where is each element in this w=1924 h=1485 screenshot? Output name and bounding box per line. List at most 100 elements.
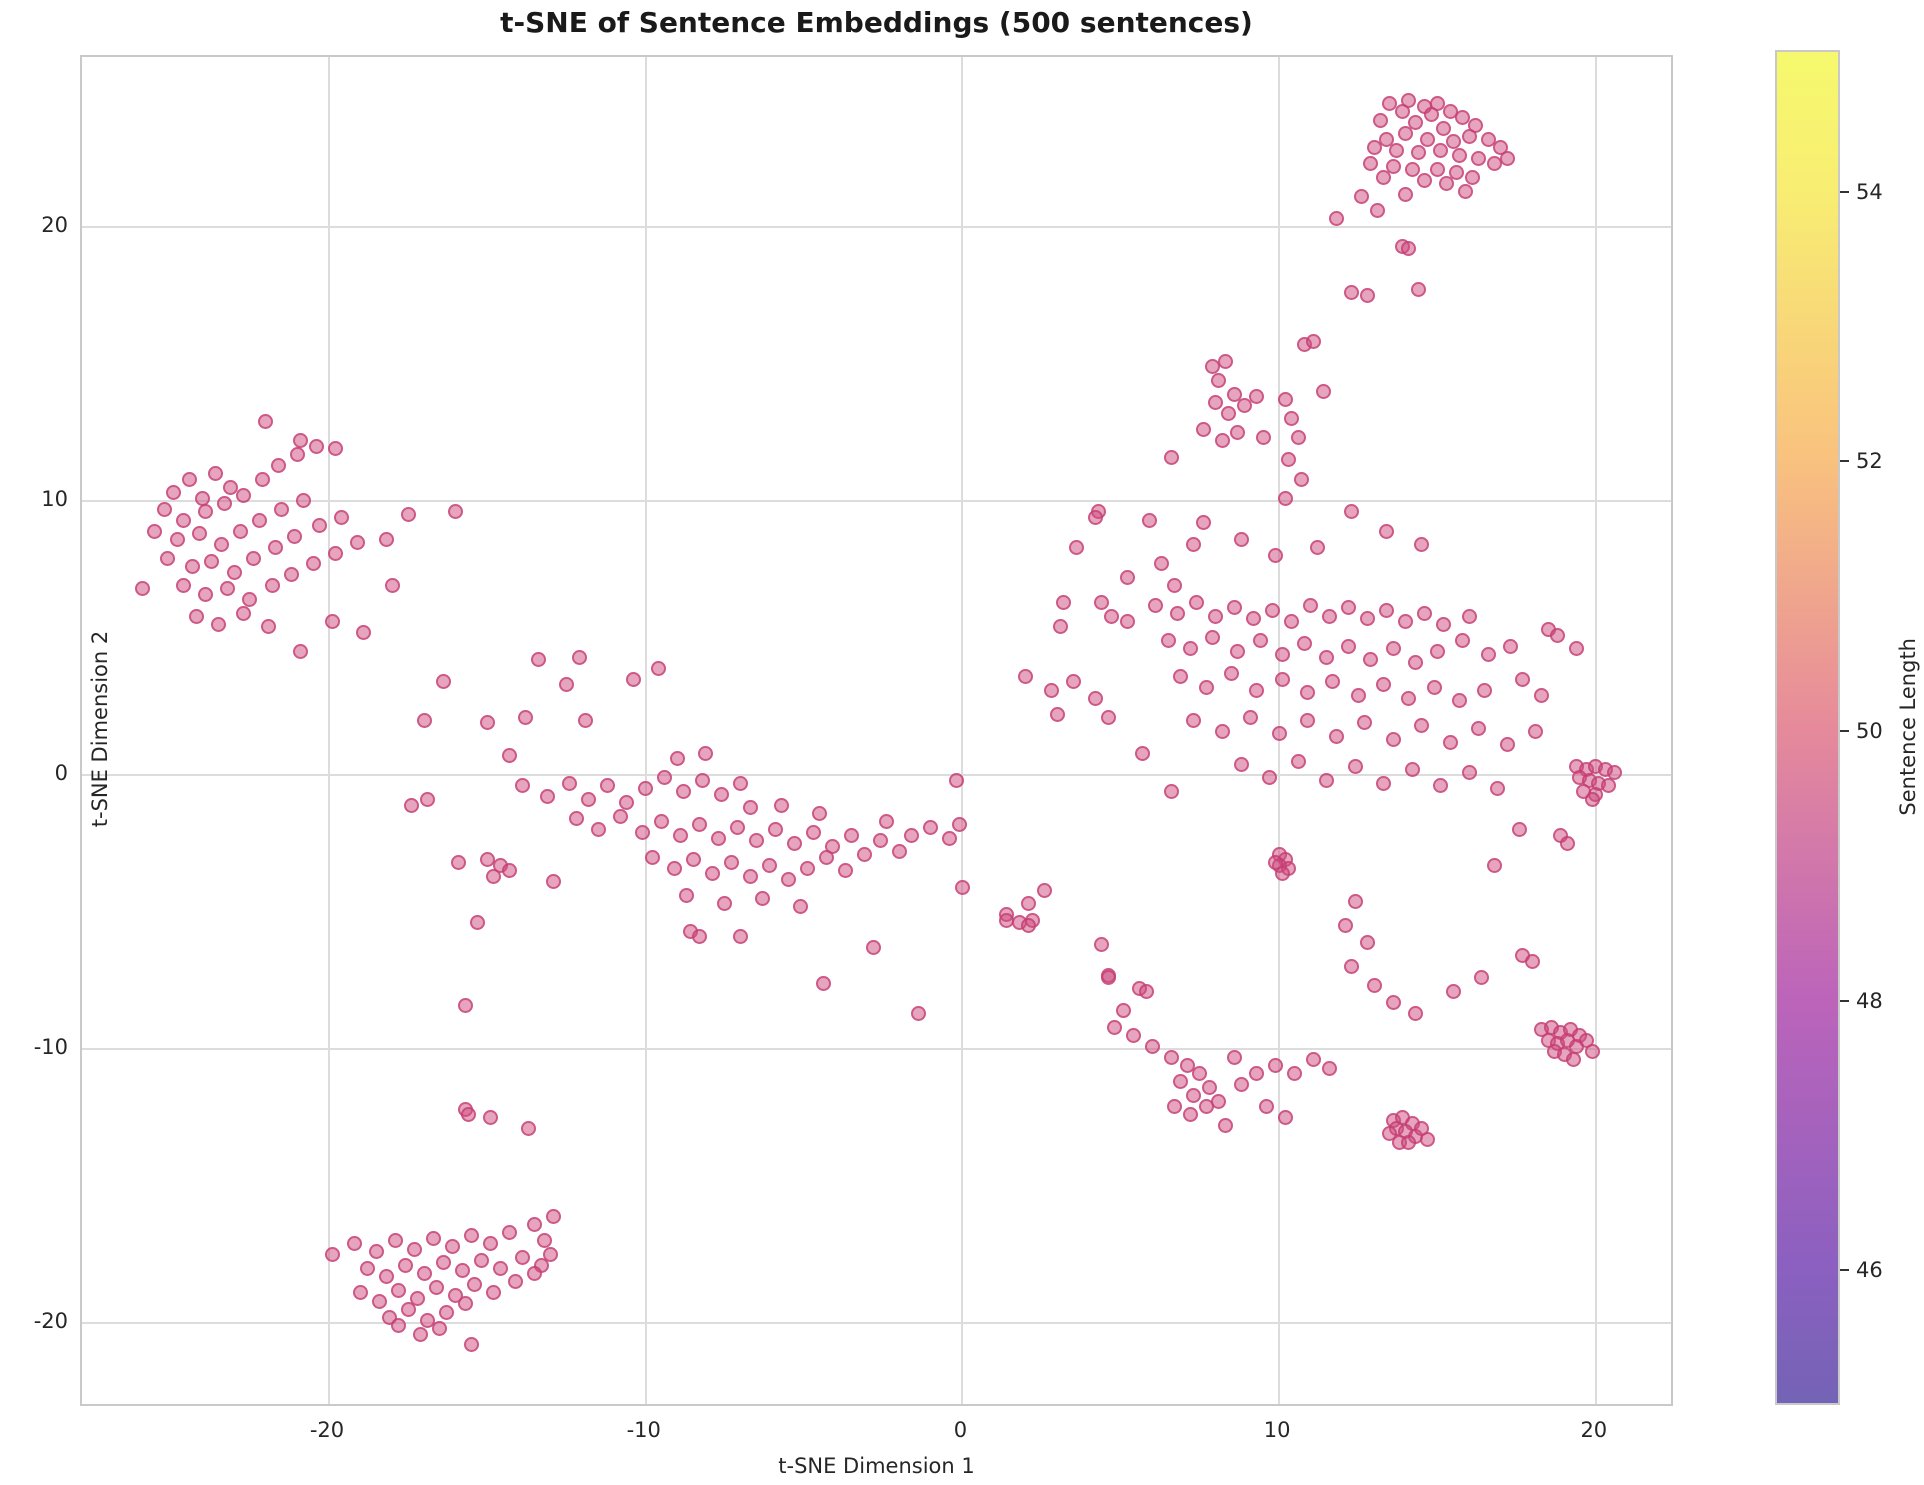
scatter-point [1135, 745, 1151, 761]
scatter-point [1227, 386, 1243, 402]
scatter-point [704, 866, 720, 882]
scatter-point [1585, 1044, 1601, 1060]
scatter-point [1499, 737, 1515, 753]
scatter-point [470, 915, 486, 931]
colorbar-tick-mark [1840, 999, 1849, 1002]
scatter-point [1189, 594, 1205, 610]
scatter-point [438, 1304, 454, 1320]
scatter-point [1490, 781, 1506, 797]
scatter-point [780, 871, 796, 887]
scatter-point [296, 493, 312, 509]
scatter-point [733, 929, 749, 945]
scatter-point [714, 786, 730, 802]
scatter-point [1417, 172, 1433, 188]
colorbar-tick-label: 52 [1856, 449, 1883, 474]
scatter-point [1379, 603, 1395, 619]
scatter-point [1341, 638, 1357, 654]
scatter-point [1407, 115, 1423, 131]
scatter-point [1182, 1107, 1198, 1123]
scatter-point [220, 581, 236, 597]
scatter-point [1407, 655, 1423, 671]
scatter-point [1471, 720, 1487, 736]
y-gridline [82, 1322, 1671, 1325]
scatter-point [1350, 688, 1366, 703]
scatter-point [1233, 756, 1249, 772]
scatter-point [730, 819, 746, 835]
scatter-point [1461, 608, 1477, 624]
scatter-point [1211, 372, 1227, 388]
scatter-point [198, 504, 213, 520]
scatter-point [1195, 422, 1211, 438]
scatter-point [378, 1268, 394, 1284]
scatter-point [1262, 770, 1278, 786]
scatter-point [891, 844, 907, 860]
scatter-point [1290, 430, 1306, 446]
plot-area [80, 55, 1673, 1406]
scatter-point [1376, 775, 1392, 791]
scatter-point [1173, 668, 1189, 684]
scatter-point [1205, 630, 1221, 646]
scatter-point [1160, 633, 1176, 649]
chart-title: t-SNE of Sentence Embeddings (500 senten… [500, 6, 1253, 39]
scatter-point [1103, 608, 1119, 624]
scatter-point [419, 792, 435, 808]
scatter-point [1528, 723, 1544, 739]
scatter-point [1480, 131, 1496, 147]
scatter-point [1252, 633, 1268, 649]
colorbar-tick-mark [1840, 1269, 1849, 1272]
scatter-point [546, 874, 562, 890]
scatter-point [559, 677, 575, 693]
scatter-point [1382, 96, 1398, 112]
scatter-point [793, 899, 809, 914]
scatter-point [1182, 641, 1198, 657]
scatter-point [815, 975, 831, 991]
scatter-point [540, 789, 556, 805]
scatter-point [166, 485, 182, 501]
scatter-point [1429, 161, 1445, 177]
scatter-point [1322, 608, 1338, 624]
scatter-point [1233, 531, 1249, 547]
scatter-point [242, 592, 258, 608]
scatter-point [1043, 682, 1059, 698]
scatter-point [1353, 189, 1369, 205]
scatter-point [1426, 679, 1442, 695]
scatter-point [1220, 405, 1236, 421]
scatter-point [1404, 161, 1420, 177]
x-tick-label: -20 [309, 1418, 345, 1442]
scatter-point [464, 1227, 480, 1243]
scatter-point [1170, 605, 1186, 621]
scatter-point [1100, 709, 1116, 725]
scatter-point [1217, 353, 1233, 369]
scatter-point [185, 559, 201, 575]
scatter-point [448, 504, 464, 520]
scatter-point [1322, 1060, 1338, 1076]
scatter-point [1148, 597, 1164, 613]
scatter-point [1249, 389, 1265, 405]
scatter-point [1512, 822, 1528, 838]
scatter-point [413, 1326, 429, 1342]
scatter-point [669, 751, 685, 767]
scatter-point [353, 1285, 369, 1301]
scatter-point [261, 619, 277, 635]
scatter-point [1230, 424, 1246, 440]
scatter-point [878, 814, 894, 830]
scatter-point [1407, 1005, 1423, 1021]
scatter-point [457, 997, 473, 1013]
scatter-point [378, 531, 394, 547]
scatter-point [236, 487, 252, 503]
scatter-point [1569, 641, 1585, 657]
scatter-point [1056, 594, 1072, 610]
scatter-point [1474, 970, 1490, 986]
colorbar-tick-label: 48 [1856, 988, 1883, 1013]
scatter-point [1274, 866, 1290, 882]
scatter-point [1445, 134, 1461, 150]
scatter-point [657, 770, 673, 786]
scatter-point [1376, 170, 1392, 186]
scatter-point [1607, 764, 1623, 780]
scatter-point [432, 1321, 448, 1337]
scatter-point [1087, 690, 1103, 706]
scatter-point [435, 674, 451, 690]
scatter-point [467, 1277, 483, 1293]
scatter-point [1360, 934, 1376, 950]
scatter-point [799, 860, 815, 876]
